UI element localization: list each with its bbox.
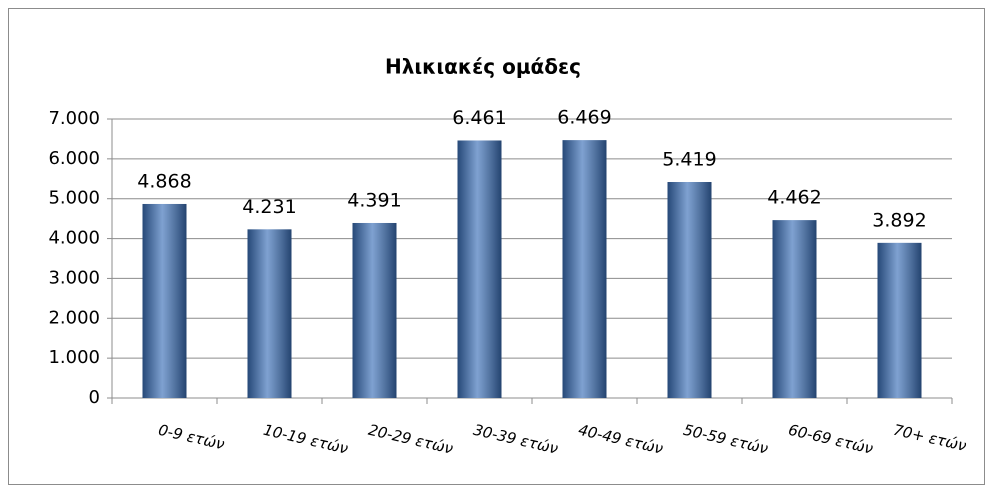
- y-tick-label: 2.000: [48, 307, 100, 328]
- y-tick-label: 1.000: [48, 347, 100, 368]
- value-label: 6.461: [452, 107, 506, 129]
- bar-highlight: [667, 182, 712, 398]
- y-tick-label: 5.000: [48, 188, 100, 209]
- y-tick-label: 7.000: [48, 108, 100, 129]
- bar-highlight: [772, 220, 817, 398]
- value-label: 4.868: [137, 170, 191, 192]
- bar-highlight: [352, 222, 397, 398]
- bar-highlight: [457, 140, 502, 398]
- bar-highlight: [247, 229, 292, 398]
- value-label: 4.391: [347, 189, 401, 211]
- chart-title: Ηλικιακές ομάδες: [385, 55, 581, 79]
- value-label: 6.469: [557, 107, 611, 129]
- y-tick-label: 0: [89, 387, 100, 408]
- y-tick-label: 3.000: [48, 267, 100, 288]
- bar-highlight: [142, 203, 187, 398]
- y-tick-label: 4.000: [48, 228, 100, 249]
- value-label: 4.462: [767, 187, 821, 209]
- value-label: 3.892: [872, 209, 926, 231]
- value-label: 5.419: [662, 149, 716, 171]
- bar-highlight: [562, 140, 607, 399]
- value-label: 4.231: [242, 196, 296, 218]
- bar-highlight: [877, 242, 922, 398]
- y-tick-label: 6.000: [48, 148, 100, 169]
